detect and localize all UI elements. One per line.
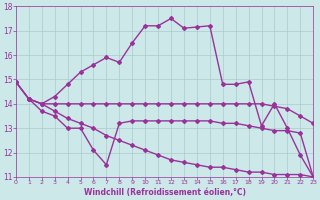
X-axis label: Windchill (Refroidissement éolien,°C): Windchill (Refroidissement éolien,°C) bbox=[84, 188, 245, 197]
